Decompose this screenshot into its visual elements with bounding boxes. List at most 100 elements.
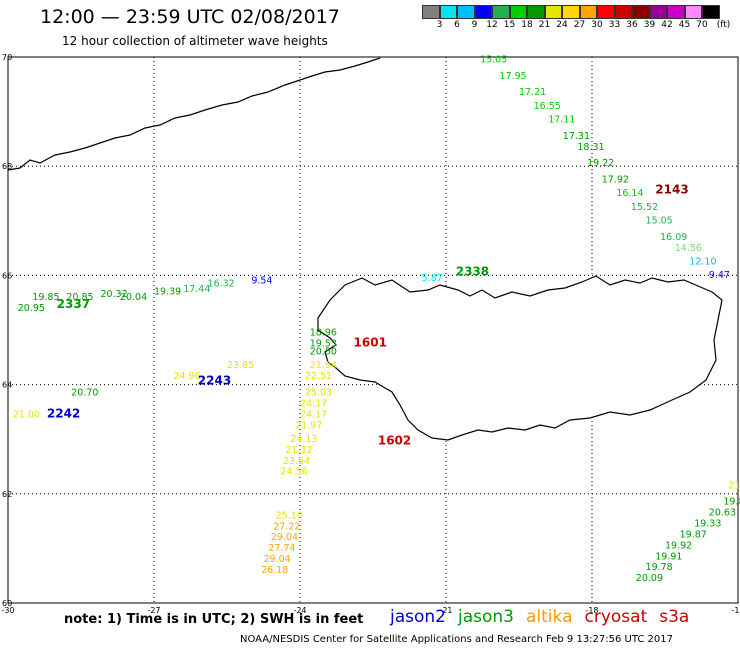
- wave-height-value: 19.91: [655, 551, 682, 562]
- pass-id-label: 1602: [378, 434, 411, 448]
- legend-swatch: [614, 5, 632, 19]
- legend-labels: 3 6 9 12 15 18 21 24 27 30 33 36 39 42 45 70 (ft): [422, 20, 731, 34]
- legend-label: 42: [661, 20, 673, 30]
- legend-label: 21: [538, 20, 551, 30]
- wave-height-value: 9.54: [251, 276, 272, 287]
- wave-height-value: 20.50: [310, 347, 337, 358]
- satellite-legend: jason2 jason3 altika cryosat s3a: [390, 607, 701, 627]
- wave-height-value: 20.95: [18, 303, 45, 314]
- satellite-name: cryosat: [584, 607, 648, 627]
- lon-tick-label: -30: [1, 606, 14, 615]
- legend-swatch: [439, 5, 457, 19]
- axis-tick-labels: -30 -27 -24 -21 -18 -15 70 68 66 64 62 60: [1, 53, 740, 615]
- legend-swatches: [422, 5, 720, 19]
- legend-label: 39: [643, 20, 656, 30]
- legend-unit: (ft): [716, 20, 731, 30]
- map-subtitle: 12 hour collection of altimeter wave hei…: [62, 34, 328, 48]
- wave-height-value: 20.85: [66, 292, 93, 303]
- wave-height-value: 20.09: [636, 573, 663, 584]
- legend-swatch: [702, 5, 720, 19]
- wave-height-value: 18.31: [577, 142, 604, 153]
- legend-swatch: [422, 5, 440, 19]
- wave-height-value: 16.14: [616, 188, 643, 199]
- legend-swatch: [579, 5, 597, 19]
- wave-height-value: 15.52: [631, 202, 658, 213]
- wave-height-value: 17.21: [519, 87, 546, 98]
- wave-height-value: 23.54: [283, 456, 310, 467]
- legend-label: 70: [696, 20, 708, 30]
- lat-tick-label: 66: [2, 271, 12, 280]
- wave-height-value: 22.51: [305, 371, 332, 382]
- lon-tick-label: -27: [147, 606, 160, 615]
- legend-swatch: [684, 5, 702, 19]
- satellite-name: altika: [526, 607, 573, 627]
- wave-height-value: 19.78: [646, 562, 673, 573]
- wave-height-value: 19.87: [680, 529, 707, 540]
- lat-tick-label: 68: [2, 162, 12, 171]
- legend-label: 45: [678, 20, 691, 30]
- wave-height-value: 19.92: [665, 540, 692, 551]
- legend-swatch: [527, 5, 545, 19]
- wave-height-value: 16.32: [208, 278, 235, 289]
- lon-tick-label: -21: [439, 606, 452, 615]
- lat-tick-label: 60: [2, 599, 12, 608]
- pass-id-label: 2143: [655, 183, 688, 197]
- footer-note: note: 1) Time is in UTC; 2) SWH is in fe…: [64, 612, 364, 627]
- wave-height-value: 12.10: [689, 256, 716, 267]
- legend-label: 18: [521, 20, 533, 30]
- footer-credit: NOAA/NESDIS Center for Satellite Applica…: [240, 634, 673, 645]
- wave-height-value: 29.04: [264, 554, 291, 565]
- wave-height-value: 15.05: [646, 216, 673, 227]
- wave-height-value: 19.22: [587, 158, 614, 169]
- wave-height-value: 16.09: [660, 232, 687, 243]
- wave-height-value: 24.56: [281, 467, 308, 478]
- wave-height-value: 20.32: [100, 289, 127, 300]
- legend-label: 12: [486, 20, 498, 30]
- wave-height-value: 21.00: [13, 409, 40, 420]
- wave-height-value: 24.17: [300, 398, 327, 409]
- wave-height-value: 18.96: [310, 327, 337, 338]
- pass-id-label: 2337: [57, 297, 90, 311]
- legend-swatch: [562, 5, 580, 19]
- wave-height-value: 27.74: [268, 543, 295, 554]
- pass-id-label: 2242: [47, 406, 80, 420]
- legend-label: 24: [556, 20, 568, 30]
- wave-height-value: 21.97: [295, 420, 322, 431]
- legend-swatch: [649, 5, 667, 19]
- wave-height-value: 20.04: [120, 292, 147, 303]
- wave-height-value: 21.94: [310, 360, 337, 371]
- lat-tick-label: 64: [2, 381, 12, 390]
- wave-height-value: 24.13: [290, 434, 317, 445]
- wave-height-value: 19.85: [32, 292, 59, 303]
- legend-swatch: [632, 5, 650, 19]
- legend-label: 36: [626, 20, 638, 30]
- wave-height-value: 20.70: [71, 388, 98, 399]
- legend-swatch: [509, 5, 527, 19]
- wave-height-value: 14.56: [675, 243, 702, 254]
- wave-height-value: 15.05: [480, 54, 507, 65]
- iceland-coastline: [317, 275, 723, 441]
- pass-id-label: 1601: [354, 335, 387, 349]
- wave-height-value: 16.55: [534, 101, 561, 112]
- legend-label: 30: [591, 20, 603, 30]
- wave-height-value: 17.92: [602, 175, 629, 186]
- wave-height-value: 17.11: [548, 115, 575, 126]
- wave-height-value: 17.44: [183, 284, 210, 295]
- satellite-name: s3a: [659, 607, 690, 627]
- legend-swatch: [492, 5, 510, 19]
- lon-tick-label: -15: [731, 606, 740, 615]
- satellite-name: jason3: [458, 607, 514, 627]
- lat-tick-label: 70: [2, 53, 12, 62]
- legend-label: 9: [471, 20, 478, 30]
- wave-height-value: 19.81: [723, 497, 740, 508]
- wave-height-value: 27.22: [273, 521, 300, 532]
- lat-tick-label: 62: [2, 490, 12, 499]
- wave-height-value: 24.17: [300, 409, 327, 420]
- greenland-coastline: [7, 57, 381, 171]
- wave-height-value: 19.53: [310, 338, 337, 349]
- wave-height-value: 21.3: [728, 480, 740, 491]
- wave-height-value: 21.32: [285, 445, 312, 456]
- legend-swatch: [597, 5, 615, 19]
- legend-label: 27: [573, 20, 586, 30]
